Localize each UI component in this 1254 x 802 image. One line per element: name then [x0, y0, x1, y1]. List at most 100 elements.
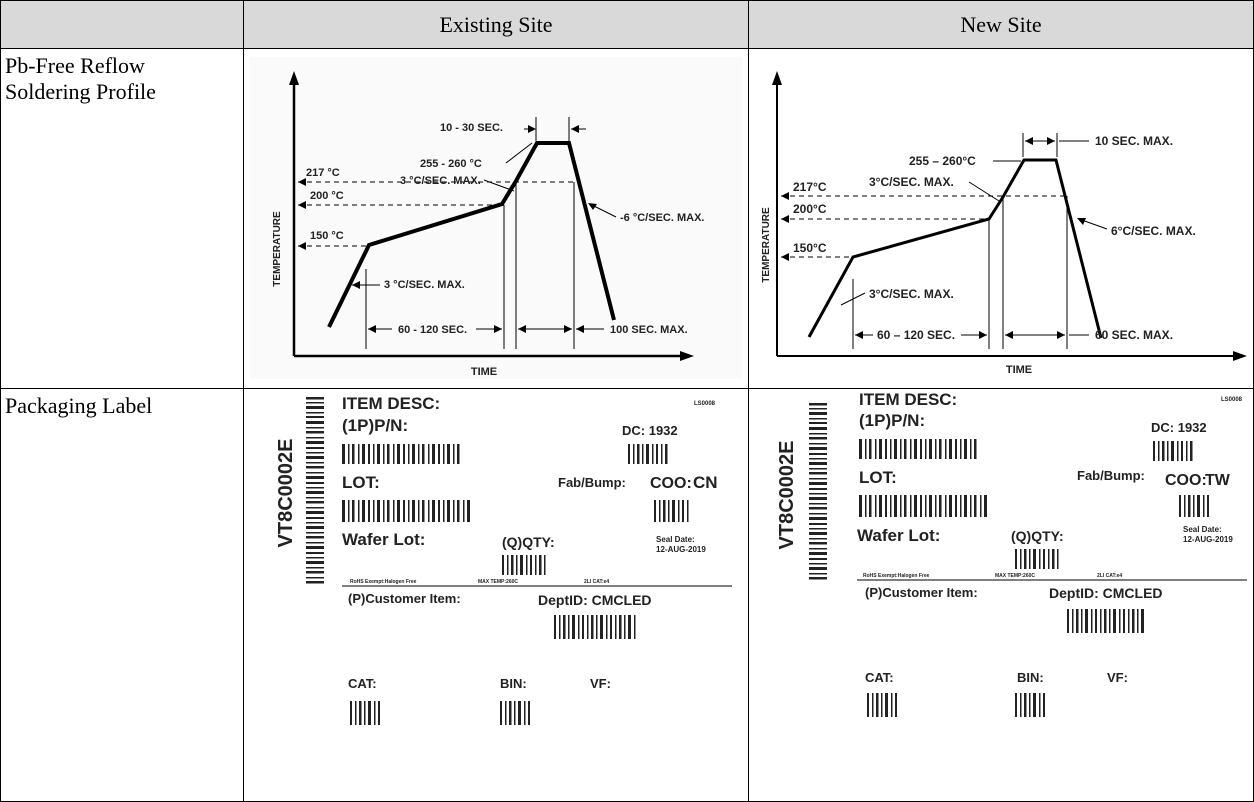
fab-bump-label: Fab/Bump: [558, 475, 626, 490]
vertical-barcode [809, 403, 827, 580]
coo-label: COO: [1165, 472, 1207, 489]
coo-label: COO: [650, 475, 692, 492]
coo-barcode [1179, 495, 1209, 517]
max-temp-text: MAX TEMP:260C [995, 573, 1035, 579]
peak-temp-label: 255 – 260°C [909, 154, 976, 168]
part-number-label: (1P)P/N: [859, 411, 925, 430]
existing-label-cell: VT8C0002E ITEM DESC: LS0008 (1P)P/N: DC:… [243, 388, 749, 802]
bin-label: BIN: [1017, 670, 1044, 685]
lot-label: LOT: [342, 473, 380, 492]
new-profile-cell: TEMPERATURE TIME 217°C 200°C 150°C [748, 48, 1254, 389]
lot-barcode [859, 495, 987, 517]
x-axis-arrow-icon [680, 351, 694, 361]
bin-label: BIN: [500, 676, 527, 691]
seal-date-label: Seal Date: [656, 535, 695, 544]
temp-200-label: 200°C [793, 202, 827, 216]
cat-label: CAT: [865, 670, 894, 685]
new-reflow-profile: TEMPERATURE TIME 217°C 200°C 150°C [761, 71, 1247, 376]
coo-value: CN [693, 473, 718, 492]
qty-barcode [502, 555, 546, 575]
y-axis-arrow-icon [289, 71, 299, 85]
ramp-down-label: 6°C/SEC. MAX. [1111, 224, 1196, 238]
vertical-barcode [306, 397, 324, 584]
bin-barcode [1015, 693, 1045, 717]
reflow-row: Pb-Free Reflow Soldering Profile TEMPERA… [0, 48, 1254, 389]
existing-packaging-label: VT8C0002E ITEM DESC: LS0008 (1P)P/N: DC:… [275, 394, 732, 725]
coo-barcode [654, 500, 689, 522]
temp-150-label: 150 °C [310, 230, 344, 242]
reflow-label-line2: Soldering Profile [5, 79, 156, 104]
y-axis-arrow-icon [772, 71, 782, 85]
bin-barcode [500, 701, 530, 725]
existing-reflow-profile: TEMPERATURE TIME 217 °C 200 °C 150 °C [250, 57, 742, 379]
x-axis-label: TIME [1006, 364, 1032, 376]
header-row: Existing Site New Site [0, 0, 1254, 49]
temp-217-label: 217°C [793, 180, 827, 194]
item-desc: ITEM DESC: [342, 394, 440, 413]
quantity-label: (Q)QTY: [1011, 528, 1064, 544]
cat-label: CAT: [348, 676, 377, 691]
seal-date-value: 12-AUG-2019 [1183, 535, 1233, 544]
preheat-rate-label: 3 °C/SEC. MAX. [384, 279, 465, 291]
y-axis-label: TEMPERATURE [761, 207, 772, 283]
label-code: LS0008 [1221, 397, 1243, 403]
vf-label: VF: [590, 676, 611, 691]
peak-temp-label: 255 - 260 °C [420, 158, 482, 170]
cat-e4-text: 2LI CAT:e4 [1097, 573, 1122, 579]
header-existing-site: Existing Site [243, 0, 749, 49]
dc-barcode [1153, 441, 1193, 461]
cat-barcode [350, 701, 380, 725]
item-desc: ITEM DESC: [859, 390, 957, 409]
temp-150-label: 150°C [793, 241, 827, 255]
peak-time-label: 10 - 30 SEC. [440, 122, 503, 134]
dept-barcode [554, 615, 636, 639]
customer-item-label: (P)Customer Item: [865, 585, 978, 600]
lot-barcode [342, 500, 470, 522]
vertical-code: VT8C0002E [275, 439, 297, 548]
temp-200-label: 200 °C [310, 190, 344, 202]
preheat-time-label: 60 – 120 SEC. [877, 328, 955, 342]
pn-barcode [342, 444, 460, 464]
dept-id-label: DeptID: CMCLED [538, 592, 652, 608]
x-axis-label: TIME [471, 366, 497, 378]
header-new-site: New Site [748, 0, 1254, 49]
ramp-up-label: 3°C/SEC. MAX. [869, 175, 954, 189]
wafer-lot-label: Wafer Lot: [857, 526, 940, 545]
above-liquidus-label: 60 SEC. MAX. [1095, 328, 1173, 342]
max-temp-text: MAX TEMP:260C [478, 579, 518, 585]
preheat-time-label: 60 - 120 SEC. [398, 324, 467, 336]
new-label-cell: VT8C0002E ITEM DESC: LS0008 (1P)P/N: DC:… [748, 388, 1254, 802]
fab-bump-label: Fab/Bump: [1077, 468, 1145, 483]
cat-barcode [867, 693, 897, 717]
cat-e4-text: 2LI CAT:e4 [584, 579, 609, 585]
reflow-row-label: Pb-Free Reflow Soldering Profile [0, 48, 244, 389]
seal-date-label: Seal Date: [1183, 525, 1222, 534]
label-row: Packaging Label [0, 388, 1254, 802]
qty-barcode [1015, 549, 1059, 569]
customer-item-label: (P)Customer Item: [348, 591, 461, 606]
peak-time-label: 10 SEC. MAX. [1095, 134, 1173, 148]
dc-barcode [628, 444, 668, 464]
label-code: LS0008 [694, 401, 716, 407]
dept-id-label: DeptID: CMCLED [1049, 585, 1163, 601]
x-axis-arrow-icon [1233, 351, 1247, 361]
reflow-label-line1: Pb-Free Reflow [5, 53, 145, 78]
date-code: DC: 1932 [1151, 420, 1207, 435]
pn-barcode [859, 439, 977, 459]
ramp-down-label: -6 °C/SEC. MAX. [620, 212, 704, 224]
profile-curve [327, 141, 616, 328]
quantity-label: (Q)QTY: [502, 534, 555, 550]
part-number-label: (1P)P/N: [342, 416, 408, 435]
vf-label: VF: [1107, 670, 1128, 685]
seal-date-value: 12-AUG-2019 [656, 545, 706, 554]
temp-217-label: 217 °C [306, 167, 340, 179]
ramp-up-label: 3 °C/SEC. MAX. [400, 175, 481, 187]
lot-label: LOT: [859, 468, 897, 487]
dept-barcode [1067, 609, 1144, 633]
y-axis-label: TEMPERATURE [272, 211, 283, 287]
coo-value: TW [1205, 472, 1231, 489]
date-code: DC: 1932 [622, 423, 678, 438]
rohs-text: RoHS Exempt:Halogen Free [350, 579, 417, 585]
existing-profile-cell: TEMPERATURE TIME 217 °C 200 °C 150 °C [243, 48, 749, 389]
